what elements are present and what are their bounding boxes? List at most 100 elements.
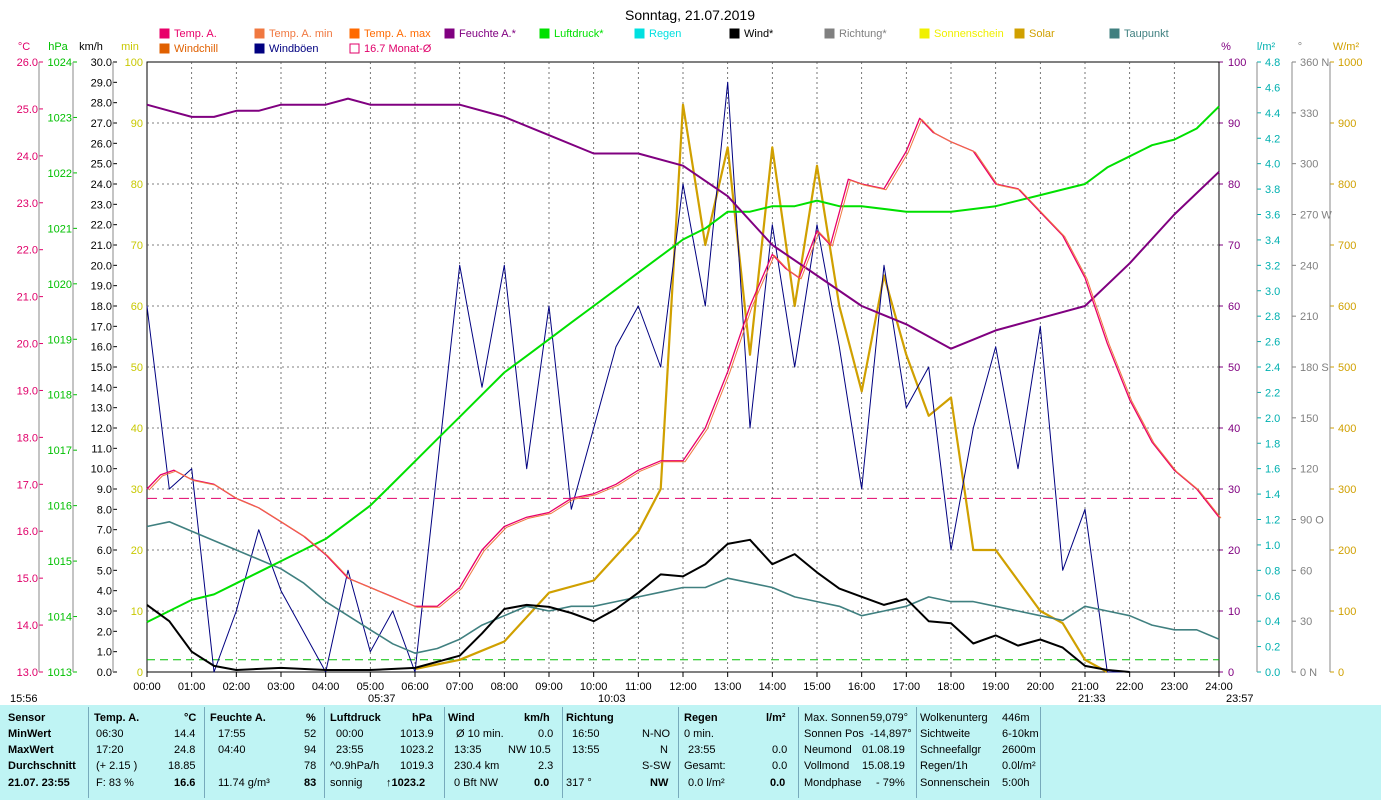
- tick-temp: 23.0: [17, 198, 38, 210]
- tick-wind: 12.0: [91, 423, 112, 435]
- series-wind-: [146, 538, 1130, 673]
- astro-label-3: Vollmond: [804, 760, 850, 772]
- misc-label-1: Sichtweite: [920, 728, 971, 740]
- misc-label-0: Wolkenunterg: [920, 712, 988, 724]
- press-avg-value: 1019.3: [400, 760, 434, 772]
- tick-rain: 4.4: [1265, 108, 1280, 120]
- press-max-value: 1023.2: [400, 744, 434, 756]
- tick-deg: 30: [1300, 616, 1312, 628]
- hum-header: Feuchte A.: [210, 712, 266, 724]
- tick-deg: 360 N: [1300, 57, 1329, 69]
- time-label: 21:00: [1071, 681, 1099, 693]
- time-label: 20:00: [1027, 681, 1055, 693]
- rain-last-value: 0.0: [770, 777, 786, 789]
- tick-wind: 19.0: [91, 281, 112, 293]
- astro-value-2: 01.08.19: [862, 744, 905, 756]
- time-label: 05:00: [357, 681, 385, 693]
- wind-bft: 0 Bft NW: [454, 777, 499, 789]
- tick-wind: 2.0: [97, 626, 112, 638]
- legend-label: Solar: [1029, 28, 1055, 40]
- misc-value-4: 5:00h: [1002, 777, 1030, 789]
- hum-min-value: 52: [304, 728, 317, 740]
- misc-value-1: 6-10km: [1002, 728, 1039, 740]
- tick-solar: 100: [1338, 606, 1356, 618]
- astro-label-0: Max. Sonnen: [804, 712, 869, 724]
- tick-pct: 100: [1228, 57, 1246, 69]
- tick-wind: 7.0: [97, 525, 112, 537]
- footer-rain-col: Regen l/m² 0 min. 23:55 0.0 Gesamt: 0.0 …: [680, 705, 796, 800]
- tick-solar: 1000: [1338, 57, 1362, 69]
- tick-wind: 25.0: [91, 159, 112, 171]
- tick-wind: 21.0: [91, 240, 112, 252]
- tick-rain: 1.2: [1265, 515, 1280, 527]
- hum-max-time: 04:40: [218, 744, 246, 756]
- legend-swatch: [729, 28, 740, 39]
- tick-rain: 3.6: [1265, 210, 1280, 222]
- tick-solar: 800: [1338, 179, 1356, 191]
- time-label: 01:00: [178, 681, 206, 693]
- tick-pressure: 1022: [48, 168, 72, 180]
- tick-pressure: 1017: [48, 445, 72, 457]
- legend-swatch: [444, 28, 455, 39]
- tick-rain: 4.0: [1265, 159, 1280, 171]
- legend-swatch: [634, 28, 645, 39]
- time-label: 23:00: [1161, 681, 1189, 693]
- tick-min: 70: [131, 240, 143, 252]
- legend-swatch: [349, 28, 360, 39]
- chart-plot: [146, 81, 1222, 673]
- tick-deg: 120: [1300, 464, 1318, 476]
- rain-last-label: 0.0 l/m²: [688, 777, 725, 789]
- tick-pressure: 1018: [48, 390, 72, 402]
- tick-min: 40: [131, 423, 143, 435]
- tick-pressure: 1014: [48, 612, 72, 624]
- temp-header: Temp. A.: [94, 712, 140, 724]
- temp-min-time: 06:30: [96, 728, 124, 740]
- time-label: 08:00: [491, 681, 519, 693]
- tick-rain: 2.6: [1265, 337, 1280, 349]
- footer-direction-col: Richtung 16:50 N-NO 13:55 N S-SW 317 ° N…: [564, 705, 676, 800]
- tick-deg: 210: [1300, 311, 1318, 323]
- tick-wind: 11.0: [91, 443, 112, 455]
- temp-avg-delta: (+ 2.15 ): [96, 760, 138, 772]
- temp-last-value: 16.6: [174, 777, 196, 789]
- tick-temp: 25.0: [17, 104, 38, 116]
- time-label: 22:00: [1116, 681, 1144, 693]
- press-trend: ^0.9hPa/h: [330, 760, 380, 772]
- time-label: 04:00: [312, 681, 340, 693]
- tick-temp: 16.0: [17, 526, 38, 538]
- tick-pressure: 1023: [48, 112, 72, 124]
- tick-wind: 24.0: [91, 179, 112, 191]
- tick-wind: 9.0: [97, 484, 112, 496]
- chart-grid: [147, 62, 1219, 672]
- misc-value-2: 2600m: [1002, 744, 1036, 756]
- tick-rain: 0.8: [1265, 565, 1280, 577]
- tick-temp: 22.0: [17, 245, 38, 257]
- time-axis: 00:00 01:00 02:00 03:00 04:00 05:00 06:00 07:00…: [10, 672, 1254, 705]
- hum-avg-value: 78: [304, 760, 317, 772]
- hum-min-time: 17:55: [218, 728, 246, 740]
- rain-header: Regen: [684, 712, 718, 724]
- legend-swatch: [539, 28, 550, 39]
- series-solar: [414, 103, 1108, 673]
- rain-unit: l/m²: [766, 712, 786, 724]
- tick-wind: 8.0: [97, 504, 112, 516]
- time-label: 19:00: [982, 681, 1010, 693]
- misc-label-3: Regen/1h: [920, 760, 968, 772]
- temp-unit: °C: [184, 712, 197, 724]
- tick-rain: 3.2: [1265, 260, 1280, 272]
- dir-value-1: N-NO: [642, 728, 671, 740]
- tick-wind: 23.0: [91, 199, 112, 211]
- legend-label: Feuchte A.*: [459, 28, 517, 40]
- astro-label-1: Sonnen Pos: [804, 728, 864, 740]
- time-label: 15:00: [803, 681, 831, 693]
- legend-label: Richtung*: [839, 28, 887, 40]
- tick-rain: 4.2: [1265, 133, 1280, 145]
- axis-unit-rain: l/m²: [1257, 41, 1276, 53]
- tick-rain: 4.6: [1265, 82, 1280, 94]
- chart-axes: °C hPa km/h min% l/m² ° W/m² 26.0 25.0 24.0 23.0 22…: [17, 41, 1363, 679]
- wind-mean: 2.3: [538, 760, 554, 772]
- axis-unit-deg: °: [1298, 41, 1302, 53]
- chart-legend: Temp. A. Temp. A. min Temp. A. max Feuchte …: [159, 28, 1169, 55]
- dir-time-1: 16:50: [572, 728, 600, 740]
- tick-wind: 27.0: [91, 118, 112, 130]
